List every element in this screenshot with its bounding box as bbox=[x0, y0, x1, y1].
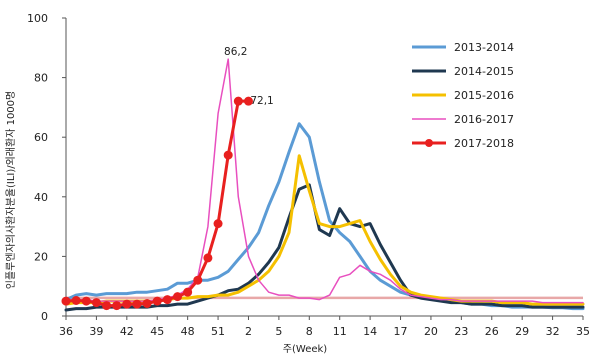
series-point-2017-2018 bbox=[162, 295, 172, 305]
x-tick-label: 5 bbox=[275, 325, 282, 338]
series-line-2014-2015 bbox=[64, 183, 585, 312]
series-line-2013-2014 bbox=[64, 122, 585, 311]
x-tick-label: 29 bbox=[515, 325, 529, 338]
x-tick-label: 2 bbox=[245, 325, 252, 338]
series-point-2017-2018 bbox=[152, 296, 162, 306]
series-point-2017-2018 bbox=[112, 301, 122, 311]
series-point-2017-2018 bbox=[233, 96, 243, 106]
series-point-2017-2018 bbox=[193, 275, 203, 285]
x-tick-label: 51 bbox=[211, 325, 225, 338]
series-point-2017-2018 bbox=[213, 219, 223, 229]
series-line-2015-2016 bbox=[64, 154, 585, 306]
x-tick-label: 39 bbox=[89, 325, 103, 338]
x-tick-label: 36 bbox=[59, 325, 73, 338]
x-tick-label: 23 bbox=[454, 325, 468, 338]
x-tick-label: 35 bbox=[576, 325, 590, 338]
x-tick-label: 42 bbox=[120, 325, 134, 338]
x-tick-label: 45 bbox=[150, 325, 164, 338]
annotations: 86,2 72,1 bbox=[224, 46, 274, 107]
legend-entry: 2015-2016 bbox=[454, 89, 514, 102]
y-tick-label: 80 bbox=[34, 72, 48, 85]
legend-entry: 2013-2014 bbox=[454, 41, 514, 54]
x-tick-label: 17 bbox=[394, 325, 408, 338]
series-point-2017-2018 bbox=[223, 150, 233, 160]
legend-entry: 2017-2018 bbox=[454, 137, 514, 150]
y-axis-label: 인플루엔자의사환자분율(ILI)/외래환자 1000명 bbox=[5, 91, 17, 289]
x-tick-label: 20 bbox=[424, 325, 438, 338]
y-tick-label: 20 bbox=[34, 250, 48, 263]
data-label: 86,2 bbox=[224, 46, 247, 58]
x-tick-label: 48 bbox=[181, 325, 195, 338]
series-point-2017-2018 bbox=[132, 299, 142, 309]
x-tick-label: 32 bbox=[546, 325, 560, 338]
series-point-2017-2018 bbox=[71, 296, 81, 306]
series-point-2017-2018 bbox=[81, 296, 91, 306]
legend-marker-2017-2018 bbox=[425, 139, 433, 147]
series-line-2016-2017 bbox=[65, 58, 584, 304]
data-label: 72,1 bbox=[250, 95, 273, 107]
series-point-2017-2018 bbox=[91, 298, 101, 308]
series-point-2017-2018 bbox=[102, 301, 112, 311]
axes: 0 20 40 60 80 100 36 39 42 45 48 51 2 5 8 11 14 17 20 23 26 2… bbox=[27, 12, 590, 338]
series-point-2017-2018 bbox=[142, 298, 152, 308]
x-axis-label: 주(Week) bbox=[283, 344, 327, 355]
x-tick-label: 11 bbox=[333, 325, 347, 338]
y-tick-label: 60 bbox=[34, 131, 48, 144]
series-point-2017-2018 bbox=[61, 296, 71, 306]
y-tick-label: 100 bbox=[27, 12, 48, 25]
legend: 2013-2014 2014-2015 2015-2016 2016-2017 2017… bbox=[412, 41, 514, 150]
series-point-2017-2018 bbox=[243, 96, 253, 106]
x-tick-label: 26 bbox=[485, 325, 499, 338]
series-layer bbox=[61, 58, 585, 312]
y-tick-label: 40 bbox=[34, 191, 48, 204]
x-tick-label: 8 bbox=[306, 325, 313, 338]
series-point-2017-2018 bbox=[203, 253, 213, 263]
x-tick-label: 14 bbox=[363, 325, 377, 338]
series-point-2017-2018 bbox=[173, 292, 183, 302]
series-point-2017-2018 bbox=[183, 287, 193, 297]
series-point-2017-2018 bbox=[122, 299, 132, 309]
y-tick-label: 0 bbox=[41, 310, 48, 323]
legend-entry: 2014-2015 bbox=[454, 65, 514, 78]
legend-entry: 2016-2017 bbox=[454, 113, 514, 126]
